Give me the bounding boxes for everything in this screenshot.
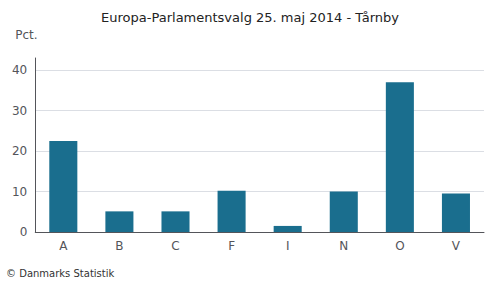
svg-text:I: I [286, 239, 290, 253]
svg-text:Europa-Parlamentsvalg 25. maj: Europa-Parlamentsvalg 25. maj 2014 - Tår… [101, 10, 399, 25]
svg-text:C: C [171, 239, 179, 253]
svg-text:10: 10 [12, 185, 27, 199]
svg-text:30: 30 [12, 104, 27, 118]
svg-text:© Danmarks Statistik: © Danmarks Statistik [6, 268, 115, 279]
svg-text:O: O [395, 239, 404, 253]
svg-text:A: A [59, 239, 68, 253]
svg-text:20: 20 [12, 144, 27, 158]
svg-text:40: 40 [12, 63, 27, 77]
svg-text:B: B [115, 239, 123, 253]
svg-text:F: F [228, 239, 235, 253]
svg-text:0: 0 [20, 225, 28, 239]
svg-text:V: V [452, 239, 461, 253]
svg-text:N: N [339, 239, 348, 253]
svg-text:Pct.: Pct. [15, 28, 37, 42]
